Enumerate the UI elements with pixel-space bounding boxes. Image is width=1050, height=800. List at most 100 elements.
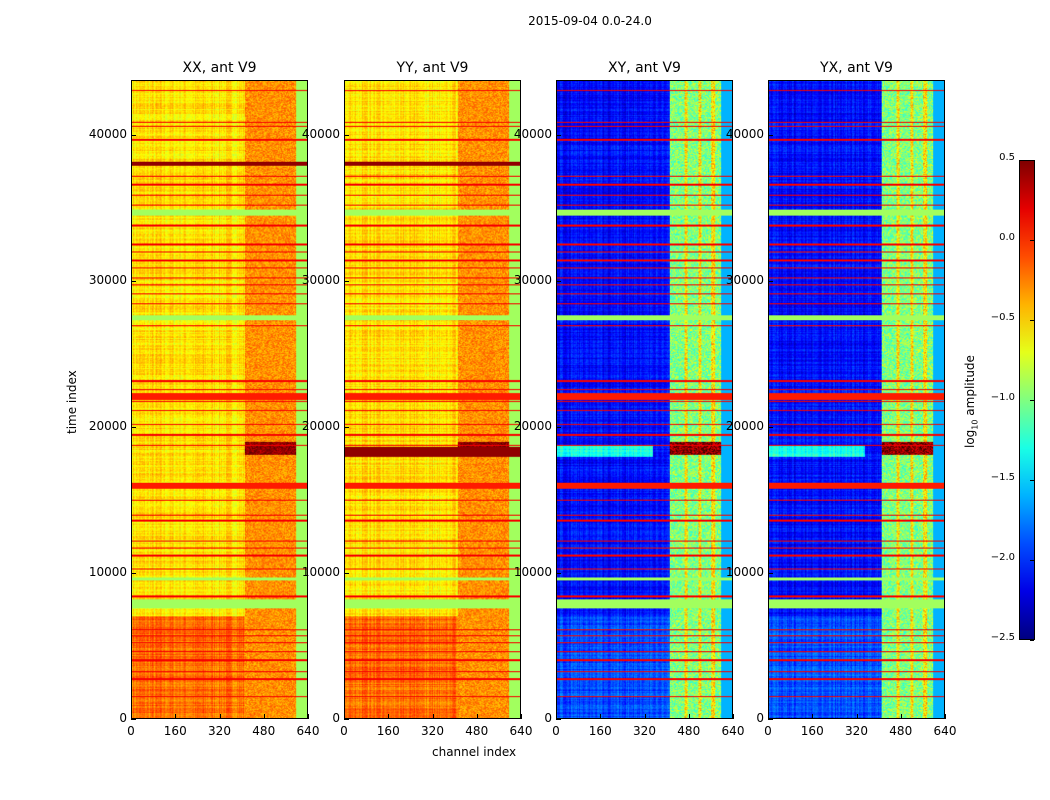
y-tick-label: 0 — [119, 711, 127, 725]
y-tick-mark — [768, 719, 773, 720]
heatmap-panel — [556, 80, 733, 719]
x-tick-mark — [600, 714, 602, 719]
x-tick-mark — [900, 714, 902, 719]
x-tick-mark — [432, 714, 434, 719]
x-tick-label: 320 — [421, 724, 444, 738]
x-tick-label: 480 — [465, 724, 489, 738]
y-tick-label: 30000 — [513, 273, 552, 288]
colorbar-tick-label: −2.0 — [990, 552, 1015, 563]
y-tick-label: 40000 — [88, 127, 127, 142]
y-tick-mark — [131, 427, 136, 429]
x-tick-label: 0 — [552, 724, 560, 738]
y-tick-mark — [768, 281, 773, 283]
y-tick-label: 30000 — [301, 273, 340, 288]
y-tick-mark — [556, 573, 561, 575]
y-tick-mark — [131, 135, 136, 137]
y-tick-label: 40000 — [301, 127, 340, 142]
x-tick-mark — [263, 714, 265, 719]
x-tick-label: 0 — [764, 724, 772, 738]
y-tick-mark — [768, 573, 773, 575]
x-tick-label: 640 — [296, 724, 320, 738]
y-tick-label: 30000 — [88, 273, 127, 288]
heatmap-panel — [131, 80, 308, 719]
y-tick-label: 30000 — [725, 273, 764, 288]
y-tick-label: 20000 — [301, 419, 340, 434]
x-tick-label: 320 — [208, 724, 231, 738]
heatmap-panel — [768, 80, 945, 719]
heatmap-image — [769, 81, 944, 718]
colorbar-tick-label: −1.5 — [990, 472, 1015, 483]
y-tick-mark — [131, 573, 136, 575]
x-tick-label: 0 — [340, 724, 348, 738]
panel-title: XY, ant V9 — [608, 60, 681, 76]
x-axis-label: channel index — [432, 745, 517, 759]
panel-title: YY, ant V9 — [396, 60, 469, 76]
x-tick-mark — [556, 714, 557, 719]
colorbar-tick-mark — [1030, 320, 1034, 321]
x-tick-label: 480 — [677, 724, 701, 738]
y-tick-mark — [556, 427, 561, 429]
y-tick-mark — [131, 719, 136, 720]
x-tick-label: 0 — [127, 724, 135, 738]
heatmap-image — [557, 81, 732, 718]
x-tick-label: 480 — [252, 724, 276, 738]
x-tick-label: 160 — [588, 724, 612, 738]
x-tick-mark — [644, 714, 646, 719]
y-tick-mark — [768, 135, 773, 137]
x-tick-mark — [219, 714, 221, 719]
y-tick-label: 0 — [756, 711, 764, 725]
y-tick-mark — [344, 281, 349, 283]
y-tick-label: 40000 — [513, 127, 552, 142]
y-tick-label: 20000 — [725, 419, 764, 434]
x-tick-label: 320 — [845, 724, 868, 738]
panel-title: YX, ant V9 — [820, 60, 893, 76]
x-tick-label: 640 — [721, 724, 745, 738]
y-tick-mark — [344, 427, 349, 429]
panel-title: XX, ant V9 — [182, 60, 257, 76]
y-tick-mark — [556, 281, 561, 283]
y-tick-label: 10000 — [725, 565, 764, 580]
x-tick-label: 320 — [633, 724, 656, 738]
colorbar-tick-mark — [1030, 560, 1034, 561]
colorbar-tick-label: −1.0 — [990, 392, 1015, 403]
heatmap-image — [132, 81, 307, 718]
y-tick-mark — [768, 427, 773, 429]
y-tick-label: 40000 — [725, 127, 764, 142]
x-tick-mark — [812, 714, 814, 719]
colorbar-tick-mark — [1030, 160, 1034, 161]
x-tick-label: 640 — [933, 724, 957, 738]
colorbar — [1019, 160, 1035, 640]
y-tick-label: 10000 — [301, 565, 340, 580]
x-tick-mark — [175, 714, 177, 719]
x-tick-mark — [733, 714, 734, 719]
x-tick-label: 160 — [800, 724, 824, 738]
x-tick-label: 640 — [509, 724, 533, 738]
colorbar-tick-mark — [1030, 240, 1034, 241]
y-tick-mark — [344, 135, 349, 137]
y-tick-mark — [344, 719, 349, 720]
y-tick-label: 20000 — [513, 419, 552, 434]
heatmap-image — [345, 81, 520, 718]
y-tick-mark — [556, 719, 561, 720]
x-tick-mark — [476, 714, 478, 719]
y-tick-label: 20000 — [88, 419, 127, 434]
figure-title: 2015-09-04 0.0-24.0 — [528, 14, 652, 28]
x-tick-mark — [945, 714, 946, 719]
colorbar-tick-label: −2.5 — [990, 632, 1015, 643]
x-tick-label: 160 — [376, 724, 400, 738]
y-tick-label: 0 — [332, 711, 340, 725]
x-tick-mark — [688, 714, 690, 719]
x-tick-label: 160 — [163, 724, 187, 738]
heatmap-panel — [344, 80, 521, 719]
colorbar-tick-label: −0.5 — [990, 312, 1015, 323]
x-tick-mark — [388, 714, 390, 719]
y-tick-label: 10000 — [513, 565, 552, 580]
y-tick-label: 0 — [544, 711, 552, 725]
x-tick-mark — [521, 714, 522, 719]
colorbar-tick-mark — [1030, 640, 1034, 641]
x-tick-mark — [308, 714, 309, 719]
y-tick-mark — [556, 135, 561, 137]
x-tick-label: 480 — [889, 724, 913, 738]
x-tick-mark — [856, 714, 858, 719]
